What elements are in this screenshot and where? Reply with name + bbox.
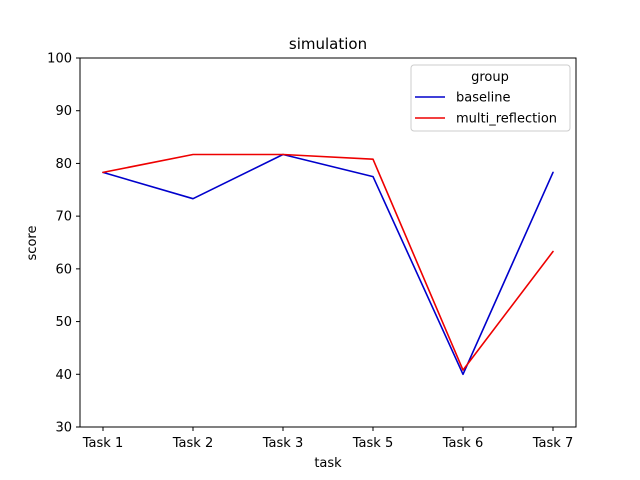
y-tick-label: 50: [55, 315, 72, 330]
x-tick-label: Task 5: [352, 436, 393, 451]
y-axis-label: score: [25, 226, 40, 261]
x-tick-label: Task 3: [262, 436, 303, 451]
x-tick-label: Task 7: [532, 436, 573, 451]
y-tick-label: 100: [47, 52, 72, 67]
y-tick-label: 90: [55, 104, 72, 119]
series-lines: [102, 153, 554, 376]
legend: group baseline multi_reflection: [410, 64, 571, 132]
legend-label: baseline: [456, 91, 510, 106]
x-axis: Task 1 Task 2 Task 3 Task 5 Task 6 Task 7: [82, 427, 573, 451]
y-axis: 30 40 50 60 70 80 90 100: [47, 52, 80, 436]
legend-title: group: [471, 70, 509, 85]
y-tick-label: 60: [55, 262, 72, 277]
series-line-baseline: [102, 153, 554, 376]
y-tick-label: 70: [55, 210, 72, 225]
y-tick-label: 40: [55, 368, 72, 383]
x-tick-label: Task 2: [172, 436, 213, 451]
legend-entries: baseline multi_reflection: [415, 91, 557, 127]
series-line-multi-reflection: [102, 153, 554, 371]
y-tick-label: 30: [55, 421, 72, 436]
chart-title: simulation: [289, 35, 367, 53]
y-tick-label: 80: [55, 157, 72, 172]
axes-frame: [79, 57, 577, 428]
legend-frame: [410, 64, 571, 132]
legend-label: multi_reflection: [456, 112, 557, 127]
x-axis-label: task: [314, 456, 342, 471]
x-tick-label: Task 1: [82, 436, 123, 451]
x-tick-label: Task 6: [442, 436, 483, 451]
